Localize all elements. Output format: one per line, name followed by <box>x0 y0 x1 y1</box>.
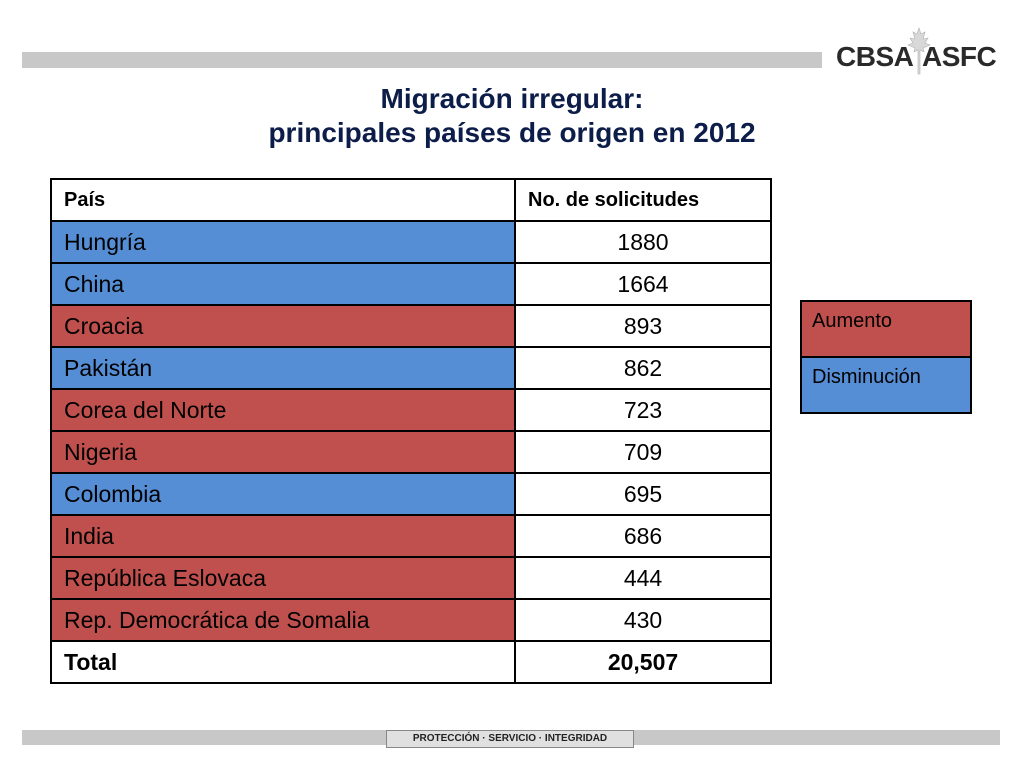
table-row: Rep. Democrática de Somalia 430 <box>50 598 772 642</box>
country-cell: China <box>50 262 516 306</box>
country-cell: Rep. Democrática de Somalia <box>50 598 516 642</box>
requests-cell: 723 <box>514 388 772 432</box>
column-header-requests: No. de solicitudes <box>514 178 772 222</box>
header-bar <box>22 52 822 68</box>
requests-cell: 686 <box>514 514 772 558</box>
legend-row-decrease: Disminución <box>800 356 972 414</box>
table-body: Hungría 1880 China 1664 Croacia 893 Pakistán 86… <box>50 220 772 642</box>
country-cell: Corea del Norte <box>50 388 516 432</box>
table-row: China 1664 <box>50 262 772 306</box>
logo-text-right: ASFC <box>922 41 997 72</box>
country-cell: Nigeria <box>50 430 516 474</box>
table-row: Colombia 695 <box>50 472 772 516</box>
country-cell: Colombia <box>50 472 516 516</box>
maple-leaf-icon <box>907 27 931 75</box>
footer-motto: PROTECCIÓN · SERVICIO · INTEGRIDAD <box>386 730 634 748</box>
table-row: Croacia 893 <box>50 304 772 348</box>
page-title: Migración irregular: principales países … <box>0 82 1024 150</box>
legend-row-increase: Aumento <box>800 300 972 358</box>
table-row: República Eslovaca 444 <box>50 556 772 600</box>
country-cell: Pakistán <box>50 346 516 390</box>
total-label: Total <box>50 640 516 684</box>
table-row: Nigeria 709 <box>50 430 772 474</box>
cbsa-asfc-logo: CBSA ASFC <box>836 26 997 78</box>
column-header-country: País <box>50 178 516 222</box>
requests-cell: 1880 <box>514 220 772 264</box>
requests-cell: 695 <box>514 472 772 516</box>
table-row: Corea del Norte 723 <box>50 388 772 432</box>
table-header-row: País No. de solicitudes <box>50 178 772 222</box>
legend: Aumento Disminución <box>800 300 972 414</box>
legend-decrease: Disminución <box>800 356 972 414</box>
title-line-2: principales países de origen en 2012 <box>268 117 756 148</box>
requests-cell: 430 <box>514 598 772 642</box>
table-row: India 686 <box>50 514 772 558</box>
logo-text-left: CBSA <box>836 41 914 72</box>
total-value: 20,507 <box>514 640 772 684</box>
countries-table: País No. de solicitudes Hungría 1880 China… <box>50 178 772 684</box>
requests-cell: 444 <box>514 556 772 600</box>
requests-cell: 1664 <box>514 262 772 306</box>
country-cell: Croacia <box>50 304 516 348</box>
requests-cell: 709 <box>514 430 772 474</box>
requests-cell: 862 <box>514 346 772 390</box>
title-line-1: Migración irregular: <box>380 83 644 114</box>
country-cell: India <box>50 514 516 558</box>
table-total-row: Total 20,507 <box>50 640 772 684</box>
table-row: Pakistán 862 <box>50 346 772 390</box>
country-cell: Hungría <box>50 220 516 264</box>
requests-cell: 893 <box>514 304 772 348</box>
table-row: Hungría 1880 <box>50 220 772 264</box>
country-cell: República Eslovaca <box>50 556 516 600</box>
legend-increase: Aumento <box>800 300 972 358</box>
